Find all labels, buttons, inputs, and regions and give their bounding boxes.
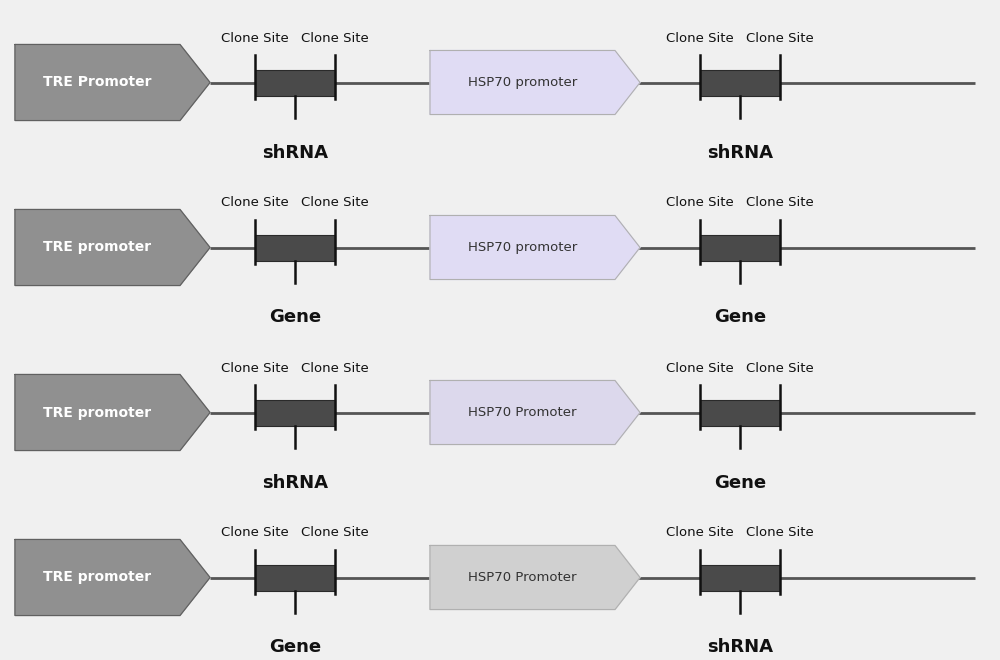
Text: Clone Site: Clone Site xyxy=(301,527,369,539)
Text: Clone Site: Clone Site xyxy=(666,197,734,209)
Text: Clone Site: Clone Site xyxy=(746,527,814,539)
Text: Clone Site: Clone Site xyxy=(746,362,814,374)
Polygon shape xyxy=(15,44,210,121)
Text: Clone Site: Clone Site xyxy=(666,32,734,44)
Bar xyxy=(255,564,335,591)
Text: Clone Site: Clone Site xyxy=(221,32,289,44)
Text: Clone Site: Clone Site xyxy=(746,32,814,44)
Polygon shape xyxy=(430,381,640,444)
Text: TRE promoter: TRE promoter xyxy=(43,570,152,585)
Text: shRNA: shRNA xyxy=(707,638,773,657)
Text: HSP70 promoter: HSP70 promoter xyxy=(468,241,577,254)
Text: Clone Site: Clone Site xyxy=(221,527,289,539)
Text: Clone Site: Clone Site xyxy=(746,197,814,209)
Text: HSP70 promoter: HSP70 promoter xyxy=(468,76,577,89)
Text: Clone Site: Clone Site xyxy=(301,197,369,209)
Text: Clone Site: Clone Site xyxy=(301,32,369,44)
Text: HSP70 Promoter: HSP70 Promoter xyxy=(468,406,577,419)
Text: Clone Site: Clone Site xyxy=(666,527,734,539)
Bar xyxy=(700,399,780,426)
Text: Gene: Gene xyxy=(714,308,766,327)
Polygon shape xyxy=(430,51,640,114)
Text: shRNA: shRNA xyxy=(262,143,328,162)
Polygon shape xyxy=(430,216,640,279)
Bar xyxy=(255,399,335,426)
Bar xyxy=(255,69,335,96)
Text: shRNA: shRNA xyxy=(707,143,773,162)
Text: Clone Site: Clone Site xyxy=(221,362,289,374)
Polygon shape xyxy=(15,539,210,616)
Text: Clone Site: Clone Site xyxy=(666,362,734,374)
Text: Clone Site: Clone Site xyxy=(301,362,369,374)
Polygon shape xyxy=(15,374,210,451)
Polygon shape xyxy=(15,209,210,286)
Polygon shape xyxy=(430,546,640,609)
Bar xyxy=(700,234,780,261)
Text: HSP70 Promoter: HSP70 Promoter xyxy=(468,571,577,584)
Text: Gene: Gene xyxy=(714,473,766,492)
Text: TRE promoter: TRE promoter xyxy=(43,405,152,420)
Bar xyxy=(255,234,335,261)
Text: TRE promoter: TRE promoter xyxy=(43,240,152,255)
Text: Gene: Gene xyxy=(269,308,321,327)
Bar xyxy=(700,564,780,591)
Text: Gene: Gene xyxy=(269,638,321,657)
Bar xyxy=(700,69,780,96)
Text: shRNA: shRNA xyxy=(262,473,328,492)
Text: TRE Promoter: TRE Promoter xyxy=(43,75,152,90)
Text: Clone Site: Clone Site xyxy=(221,197,289,209)
